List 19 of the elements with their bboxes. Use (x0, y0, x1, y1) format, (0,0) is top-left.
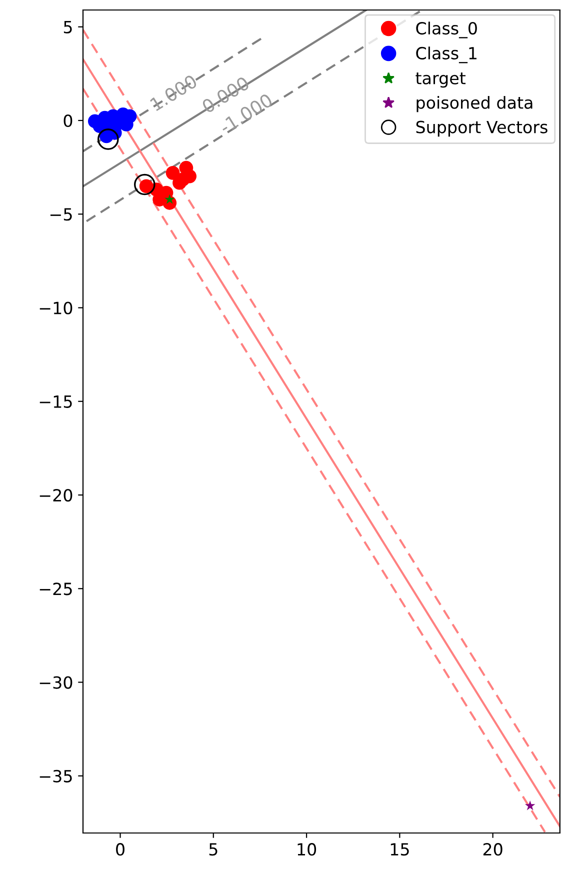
x-tick-label: 15 (390, 843, 409, 856)
x-tick-label: 20 (483, 843, 502, 856)
y-tick-label: −15 (40, 396, 72, 408)
y-tick-label: −20 (40, 488, 72, 502)
legend-label: poisoned data (416, 96, 532, 112)
y-tick-label: 5 (64, 21, 72, 34)
x-tick-label: 0 (116, 843, 124, 856)
y-tick-label: −30 (40, 676, 72, 689)
y-tick-label: −25 (40, 582, 72, 596)
y-tick-label: −5 (50, 208, 72, 221)
x-tick-label: 5 (209, 843, 218, 856)
x-tick-label: 10 (298, 843, 316, 856)
legend-label: Support Vectors (416, 120, 548, 137)
legend-label: target (416, 72, 466, 88)
y-tick-label: −35 (40, 770, 72, 782)
y-tick-label: −10 (40, 302, 72, 314)
y-tick-label: 0 (64, 114, 72, 128)
legend-label: Class_1 (416, 46, 476, 64)
legend-label: Class_0 (416, 22, 477, 38)
